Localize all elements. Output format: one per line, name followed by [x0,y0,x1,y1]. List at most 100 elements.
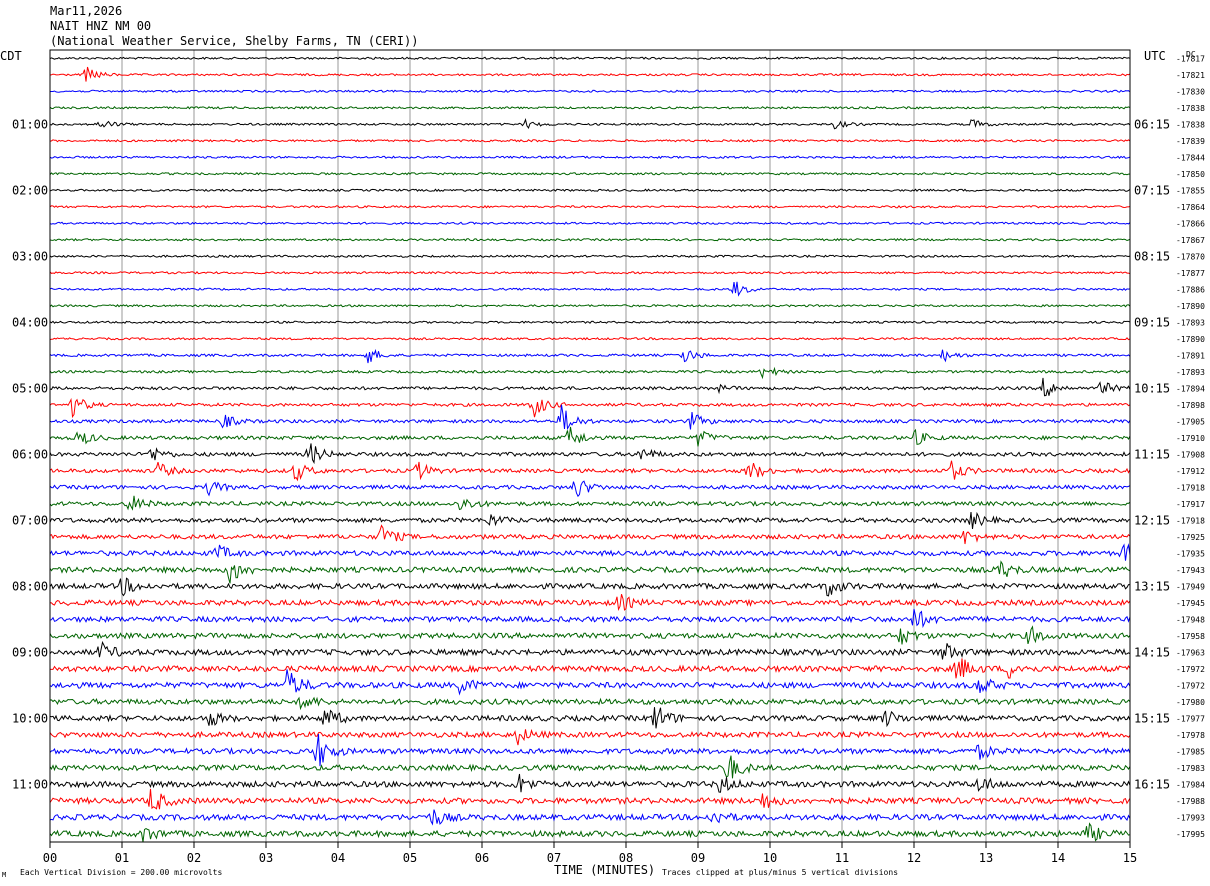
x-tick-label: 12 [907,851,921,865]
corner-mark: M [2,871,6,879]
trace-line [49,320,1131,324]
dc-offset-label: -17925 [1176,533,1205,542]
trace-line [49,204,1131,209]
trace-line [49,397,1131,419]
dc-offset-label: -17894 [1176,384,1205,393]
dc-offset-label: -17943 [1176,566,1205,575]
dc-offset-label: -17817 [1176,54,1205,63]
x-axis-ticks: 00 01 02 03 04 05 06 07 08 09 10 11 12 13 14 15 [43,842,1137,865]
cdt-hour-label: 09:00 [12,645,48,659]
dc-offset-label: -17905 [1176,417,1205,426]
trace-line [49,106,1131,110]
trace-line [49,625,1131,645]
trace-line [49,66,1131,82]
trace-line [49,755,1131,779]
dc-offset-label: -17839 [1176,137,1205,146]
x-tick-label: 08 [619,851,633,865]
trace-line [49,543,1131,561]
trace-line [49,809,1131,826]
trace-line [49,560,1131,584]
trace-line [49,377,1131,397]
plot-frame [49,49,1131,843]
trace-line [49,495,1131,511]
dc-offset-label: -17917 [1176,500,1205,509]
dc-offset-label: -17893 [1176,368,1205,377]
dc-offset-label: -17945 [1176,599,1205,608]
dc-offset-label: -17886 [1176,285,1205,294]
cdt-hour-label: 08:00 [12,579,48,593]
utc-hour-label: 14:15 [1134,645,1170,659]
dc-offset-label: -17963 [1176,648,1205,657]
utc-hour-label: 08:15 [1134,249,1170,263]
dc-offset-label: -17830 [1176,87,1205,96]
trace-line [49,281,1131,297]
utc-hour-labels: 06:15 07:15 08:15 09:15 10:15 11:15 12:15 13:15… [1134,117,1170,791]
chart-station: NAIT HNZ NM 00 [50,19,152,33]
trace-line [49,608,1131,629]
trace-line [49,640,1131,660]
trace-line [49,658,1131,679]
trace-line [49,728,1131,746]
x-tick-label: 11 [835,851,849,865]
cdt-hour-label: 10:00 [12,711,48,725]
trace-line [49,443,1131,465]
x-tick-label: 01 [115,851,129,865]
trace-line [49,460,1131,482]
dc-offset-label: -17958 [1176,632,1205,641]
x-tick-label: 05 [403,851,417,865]
dc-offset-label: -17890 [1176,302,1205,311]
scale-note: Each Vertical Division = 200.00 microvol… [20,868,222,877]
dc-offset-label: -17988 [1176,797,1205,806]
dc-offset-label: -17838 [1176,120,1205,129]
dc-offset-label: -17985 [1176,747,1205,756]
dc-offset-label: -17855 [1176,186,1205,195]
utc-hour-label: 10:15 [1134,381,1170,395]
trace-line [49,56,1131,60]
trace-line [49,788,1131,810]
utc-hour-label: 09:15 [1134,315,1170,329]
dc-offset-label: -17980 [1176,698,1205,707]
trace-line [49,594,1131,612]
dc-offset-label: -17993 [1176,813,1205,822]
dc-offset-labels: -17817 -17821 -17830 -17838 -17838 -17839 -178… [1176,54,1205,839]
trace-line [49,480,1131,498]
dc-offset-label: -17918 [1176,483,1205,492]
dc-offset-label: -17870 [1176,252,1205,261]
dc-offset-label: -17867 [1176,236,1205,245]
dc-offset-label: -17949 [1176,582,1205,591]
trace-line [49,118,1131,130]
chart-location: (National Weather Service, Shelby Farms,… [50,34,419,48]
utc-hour-label: 12:15 [1134,513,1170,527]
trace-line [49,404,1131,431]
x-tick-label: 03 [259,851,273,865]
trace-line [49,822,1131,843]
x-tick-label: 07 [547,851,561,865]
trace-line [49,366,1131,380]
x-tick-label: 02 [187,851,201,865]
utc-hour-label: 11:15 [1134,447,1170,461]
trace-line [49,348,1131,364]
trace-line [49,188,1131,192]
utc-hour-label: 16:15 [1134,777,1170,791]
minute-grid [121,50,1059,842]
trace-line [49,707,1131,729]
dc-offset-label: -17890 [1176,335,1205,344]
utc-hour-label: 06:15 [1134,117,1170,131]
cdt-hour-label: 06:00 [12,447,48,461]
cdt-hour-label: 02:00 [12,183,48,197]
cdt-hour-label: 11:00 [12,777,48,791]
x-tick-label: 09 [691,851,705,865]
dc-offset-label: -17898 [1176,401,1205,410]
trace-line [49,696,1131,711]
chart-date: Mar11,2026 [50,4,123,18]
cdt-hour-label: 04:00 [12,315,48,329]
dc-offset-label: -17893 [1176,318,1205,327]
trace-line [49,734,1131,767]
x-tick-label: 13 [979,851,993,865]
trace-line [49,511,1131,530]
dc-offset-label: -17908 [1176,450,1205,459]
x-tick-label: 04 [331,851,345,865]
cdt-hour-labels: 01:00 02:00 03:00 04:00 05:00 06:00 07:00 08:00… [12,117,48,791]
dc-offset-label: -17838 [1176,104,1205,113]
